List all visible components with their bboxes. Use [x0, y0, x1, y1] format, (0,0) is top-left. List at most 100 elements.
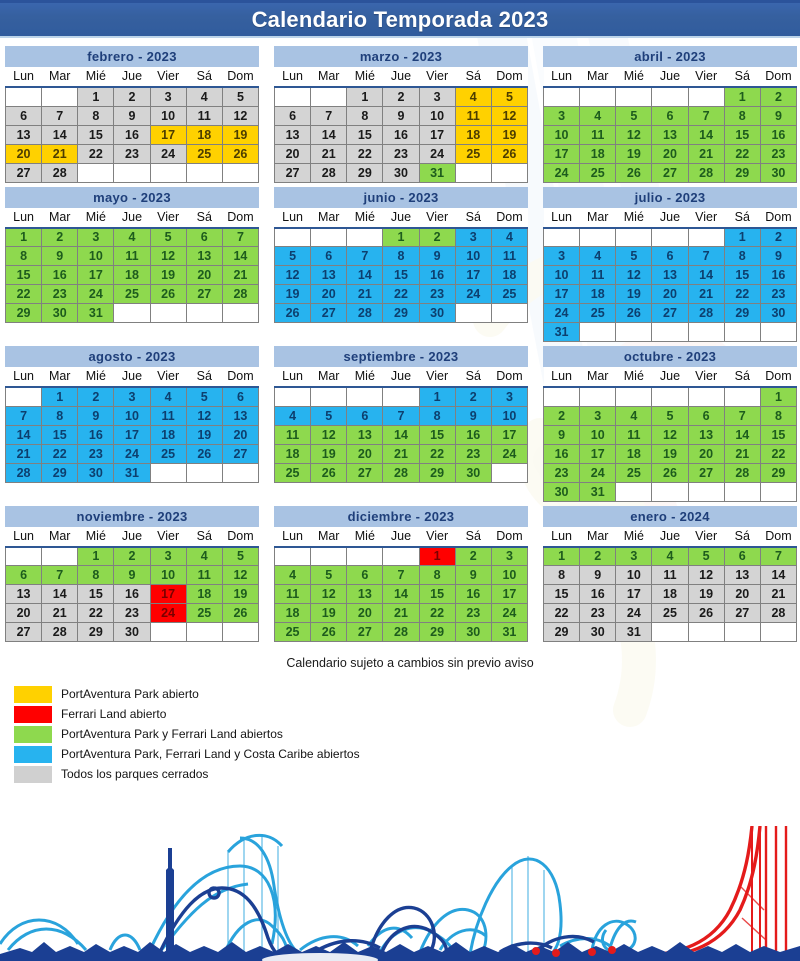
day-cell[interactable]: 27 [185, 284, 223, 304]
day-cell[interactable]: 5 [490, 86, 529, 107]
day-cell[interactable]: 13 [651, 265, 689, 285]
day-cell[interactable]: 30 [454, 462, 492, 483]
day-cell[interactable]: 10 [542, 124, 581, 145]
day-cell[interactable]: 11 [149, 405, 187, 426]
day-cell[interactable]: 7 [310, 105, 348, 126]
day-cell[interactable]: 29 [418, 462, 456, 483]
day-cell[interactable]: 30 [759, 162, 798, 183]
day-cell[interactable]: 19 [687, 584, 725, 604]
day-cell[interactable]: 13 [185, 246, 223, 266]
day-cell[interactable]: 16 [41, 265, 79, 285]
day-cell[interactable]: 23 [454, 603, 492, 623]
day-cell[interactable]: 5 [310, 405, 348, 426]
day-cell[interactable]: 30 [759, 303, 798, 323]
day-cell[interactable]: 11 [273, 424, 312, 445]
day-cell[interactable]: 6 [346, 405, 384, 426]
day-cell[interactable]: 19 [149, 265, 187, 285]
day-cell[interactable]: 6 [346, 565, 384, 585]
day-cell[interactable]: 5 [149, 227, 187, 247]
day-cell[interactable]: 28 [41, 622, 79, 642]
day-cell[interactable]: 14 [41, 124, 79, 145]
day-cell[interactable]: 8 [759, 405, 798, 426]
day-cell[interactable]: 20 [346, 443, 384, 464]
day-cell[interactable]: 22 [4, 284, 43, 304]
day-cell[interactable]: 16 [454, 584, 492, 604]
day-cell[interactable]: 1 [4, 227, 43, 247]
day-cell[interactable]: 9 [41, 246, 79, 266]
day-cell[interactable]: 9 [113, 565, 151, 585]
day-cell[interactable]: 20 [651, 143, 689, 164]
day-cell[interactable]: 16 [113, 124, 151, 145]
day-cell[interactable]: 10 [149, 565, 187, 585]
day-cell[interactable]: 31 [542, 322, 581, 342]
day-cell[interactable]: 14 [382, 584, 420, 604]
day-cell[interactable]: 18 [149, 424, 187, 445]
day-cell[interactable]: 26 [273, 303, 312, 323]
day-cell[interactable]: 26 [149, 284, 187, 304]
day-cell[interactable]: 22 [542, 603, 581, 623]
day-cell[interactable]: 20 [310, 284, 348, 304]
day-cell[interactable]: 29 [723, 303, 761, 323]
day-cell[interactable]: 16 [382, 124, 420, 145]
day-cell[interactable]: 25 [579, 162, 617, 183]
day-cell[interactable]: 5 [615, 105, 653, 126]
day-cell[interactable]: 12 [149, 246, 187, 266]
day-cell[interactable]: 25 [615, 462, 653, 483]
day-cell[interactable]: 28 [382, 622, 420, 642]
day-cell[interactable]: 21 [723, 443, 761, 464]
day-cell[interactable]: 28 [221, 284, 260, 304]
day-cell[interactable]: 19 [310, 443, 348, 464]
day-cell[interactable]: 25 [113, 284, 151, 304]
day-cell[interactable]: 17 [418, 124, 456, 145]
day-cell[interactable]: 11 [490, 246, 529, 266]
day-cell[interactable]: 28 [346, 303, 384, 323]
day-cell[interactable]: 14 [4, 424, 43, 445]
day-cell[interactable]: 28 [41, 162, 79, 183]
day-cell[interactable]: 9 [542, 424, 581, 445]
day-cell[interactable]: 12 [310, 584, 348, 604]
day-cell[interactable]: 28 [759, 603, 798, 623]
day-cell[interactable]: 15 [77, 124, 115, 145]
day-cell[interactable]: 21 [41, 603, 79, 623]
day-cell[interactable]: 27 [651, 303, 689, 323]
day-cell[interactable]: 26 [651, 462, 689, 483]
day-cell[interactable]: 8 [418, 565, 456, 585]
day-cell[interactable]: 26 [310, 622, 348, 642]
day-cell[interactable]: 22 [41, 443, 79, 464]
day-cell[interactable]: 7 [4, 405, 43, 426]
day-cell[interactable]: 13 [651, 124, 689, 145]
day-cell[interactable]: 4 [273, 565, 312, 585]
day-cell[interactable]: 2 [579, 546, 617, 566]
day-cell[interactable]: 1 [346, 86, 384, 107]
day-cell[interactable]: 23 [113, 603, 151, 623]
day-cell[interactable]: 14 [759, 565, 798, 585]
day-cell[interactable]: 18 [615, 443, 653, 464]
day-cell[interactable]: 23 [579, 603, 617, 623]
day-cell[interactable]: 19 [615, 143, 653, 164]
day-cell[interactable]: 1 [759, 386, 798, 407]
day-cell[interactable]: 6 [4, 565, 43, 585]
day-cell[interactable]: 24 [149, 603, 187, 623]
day-cell[interactable]: 7 [382, 565, 420, 585]
day-cell[interactable]: 23 [113, 143, 151, 164]
day-cell[interactable]: 29 [4, 303, 43, 323]
day-cell[interactable]: 24 [77, 284, 115, 304]
day-cell[interactable]: 5 [651, 405, 689, 426]
day-cell[interactable]: 25 [579, 303, 617, 323]
day-cell[interactable]: 2 [382, 86, 420, 107]
day-cell[interactable]: 20 [687, 443, 725, 464]
day-cell[interactable]: 14 [687, 124, 725, 145]
day-cell[interactable]: 9 [759, 105, 798, 126]
day-cell[interactable]: 14 [687, 265, 725, 285]
day-cell[interactable]: 18 [113, 265, 151, 285]
day-cell[interactable]: 27 [346, 462, 384, 483]
day-cell[interactable]: 6 [185, 227, 223, 247]
day-cell[interactable]: 4 [185, 546, 223, 566]
day-cell[interactable]: 10 [149, 105, 187, 126]
day-cell[interactable]: 12 [185, 405, 223, 426]
day-cell[interactable]: 19 [490, 124, 529, 145]
day-cell[interactable]: 15 [418, 424, 456, 445]
day-cell[interactable]: 5 [310, 565, 348, 585]
day-cell[interactable]: 15 [723, 265, 761, 285]
day-cell[interactable]: 25 [185, 603, 223, 623]
